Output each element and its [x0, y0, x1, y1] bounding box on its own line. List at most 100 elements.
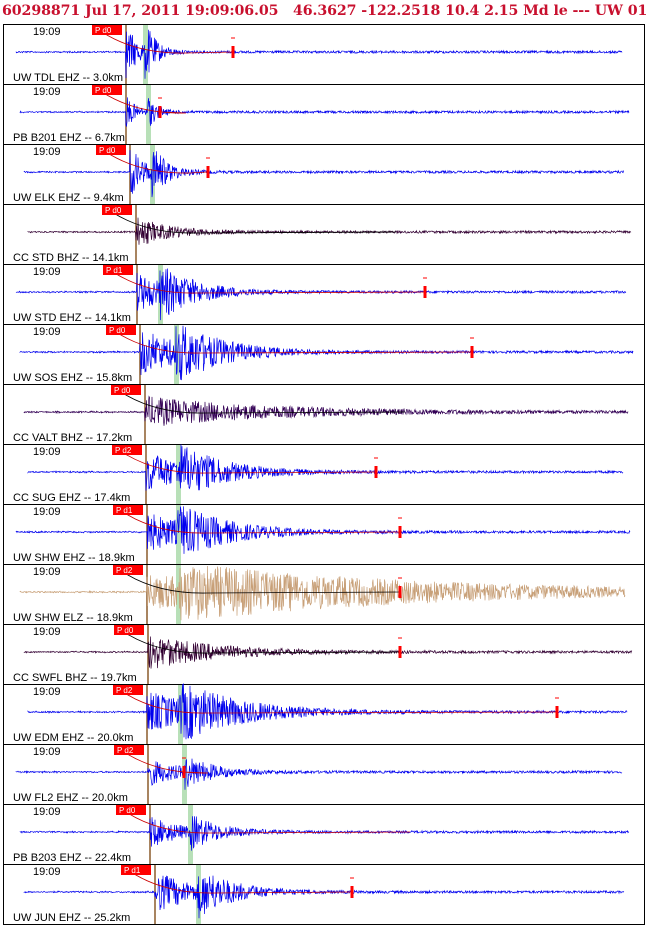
phase-label: P d0 [119, 806, 136, 815]
coda-curve [105, 151, 209, 174]
phase-label: P d2 [116, 566, 133, 575]
phase-label: P d0 [99, 146, 116, 155]
phase-label-box [96, 145, 126, 155]
phase-label: P d0 [114, 386, 131, 395]
station-label: CC SWFL BHZ -- 19.7km [13, 672, 137, 684]
panel-frame [3, 624, 645, 685]
station-label: CC STD BHZ -- 14.1km [13, 252, 129, 264]
coda-curve [111, 211, 397, 234]
phase-label-box [116, 805, 146, 815]
coda-curve [101, 91, 187, 114]
event-header: 60298871 Jul 17, 2011 19:09:06.05 46.362… [0, 0, 649, 24]
station-label: UW SHW ELZ -- 18.9km [13, 612, 133, 624]
coda-curve [112, 271, 426, 294]
phase-label: P d0 [109, 326, 126, 335]
panel-frame [3, 744, 645, 805]
phase-label-box [106, 325, 136, 335]
time-label: 19:09 [33, 266, 61, 278]
station-label: UW JUN EHZ -- 25.2km [13, 912, 130, 924]
waveform [27, 217, 632, 245]
trace-panel: P d0 19:09 UW ELK EHZ -- 9.4km [3, 144, 645, 205]
panel-frame [3, 564, 645, 625]
event-mag-type: Md [523, 3, 549, 19]
time-label: 19:09 [33, 626, 61, 638]
time-label: 19:09 [33, 506, 61, 518]
coda-curve [120, 391, 406, 414]
waveform [23, 150, 625, 198]
coda-curve [130, 871, 353, 894]
trace-panel: P d1 19:09 UW JUN EHZ -- 25.2km [3, 864, 645, 925]
station-label: CC VALT BHZ -- 17.2km [13, 432, 132, 444]
trace-panel: P d2 19:09 UW FL2 EHZ -- 20.0km [3, 744, 645, 805]
phase-label: P d0 [95, 26, 112, 35]
s-pick-band [188, 805, 193, 864]
time-label: 19:09 [33, 686, 61, 698]
coda-curve [125, 811, 411, 834]
phase-label: P d0 [117, 626, 134, 635]
phase-label: P d2 [116, 686, 133, 695]
panel-frame [3, 804, 645, 865]
waveform [19, 97, 630, 128]
time-label: 19:09 [33, 866, 61, 878]
trace-panel: P d0 CC VALT BHZ -- 17.2km [3, 384, 645, 445]
time-label: 19:09 [33, 446, 61, 458]
panel-frame [3, 864, 645, 925]
s-pick-band [176, 565, 181, 624]
phase-label-box [114, 745, 144, 755]
coda-curve [123, 751, 209, 774]
panel-frame [3, 504, 645, 565]
event-longitude: -122.2518 [361, 3, 441, 19]
phase-label: P d2 [115, 446, 132, 455]
seismogram-plot: P d0 19:09 UW TDL EHZ -- 3.0km P d0 19:09 PB … [3, 24, 645, 925]
phase-label-box [113, 685, 143, 695]
trace-panel: P d1 19:09 UW SHW EHZ -- 18.9km [3, 504, 645, 565]
coda-curve [101, 31, 234, 54]
station-label: UW EDM EHZ -- 20.0km [13, 732, 133, 744]
phase-label: P d1 [124, 866, 141, 875]
panel-frame [3, 444, 645, 505]
phase-label-box [92, 25, 122, 35]
station-label: UW ELK EHZ -- 9.4km [13, 192, 124, 204]
phase-label: P d2 [117, 746, 134, 755]
phase-label-box [113, 565, 143, 575]
event-datetime: Jul 17, 2011 19:09:06.05 [85, 3, 279, 19]
waveform [27, 444, 624, 491]
time-label: 19:09 [33, 806, 61, 818]
phase-label-box [111, 385, 141, 395]
coda-curve [123, 631, 401, 654]
phase-label: P d0 [105, 206, 122, 215]
panel-frame [3, 684, 645, 745]
trace-panel: P d0 19:09 CC SWFL BHZ -- 19.7km [3, 624, 645, 685]
station-label: UW TDL EHZ -- 3.0km [13, 72, 123, 84]
phase-label-box [102, 205, 132, 215]
waveform [15, 506, 631, 554]
event-depth: 10.4 [445, 3, 480, 19]
phase-label: P d1 [106, 266, 123, 275]
event-magnitude: 2.15 [484, 3, 519, 19]
trace-panel: P d2 19:09 UW EDM EHZ -- 20.0km [3, 683, 645, 745]
s-pick-band [176, 505, 181, 564]
phase-label-box [113, 505, 143, 515]
waveform [15, 29, 623, 79]
trace-panel: P d0 19:09 UW TDL EHZ -- 3.0km [3, 24, 645, 85]
station-label: PB B201 EHZ -- 6.7km [13, 132, 125, 144]
waveform [27, 683, 628, 740]
phase-label-box [114, 625, 144, 635]
station-label: PB B203 EHZ -- 22.4km [13, 852, 131, 864]
time-label: 19:09 [33, 146, 61, 158]
station-label: UW SHW EHZ -- 18.9km [13, 552, 135, 564]
coda-curve [122, 691, 558, 714]
phase-label: P d0 [95, 86, 112, 95]
coda-curve [121, 451, 377, 474]
phase-label-box [92, 85, 122, 95]
trace-panel: P d0 19:09 PB B201 EHZ -- 6.7km [3, 84, 645, 145]
phase-label-box [121, 865, 151, 875]
event-version: 01 [627, 3, 648, 19]
waveform [19, 565, 626, 621]
phase-label: P d1 [116, 506, 133, 515]
time-label: 19:09 [33, 26, 61, 38]
event-separator: --- [572, 3, 590, 19]
station-label: CC SUG EHZ -- 17.4km [13, 492, 130, 504]
phase-label-box [112, 445, 142, 455]
phase-label-box [103, 265, 133, 275]
